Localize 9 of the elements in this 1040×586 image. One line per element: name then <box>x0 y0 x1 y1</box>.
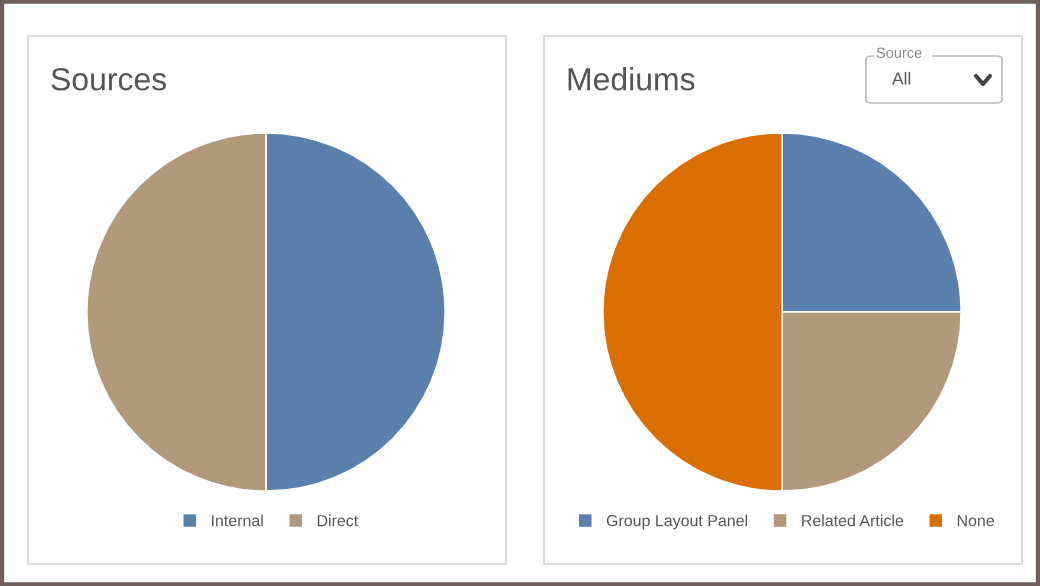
chart-title: Mediums <box>568 67 695 91</box>
legend-label: Group Layout Panel <box>606 514 748 530</box>
text: All <box>892 71 911 85</box>
chart-title: Sources <box>51 67 167 91</box>
text: Source <box>876 47 922 58</box>
legend-label: Direct <box>317 514 359 527</box>
legend-label: Internal <box>212 514 263 527</box>
legend-label: Related Article <box>802 514 904 527</box>
legend-label: None <box>957 515 994 527</box>
